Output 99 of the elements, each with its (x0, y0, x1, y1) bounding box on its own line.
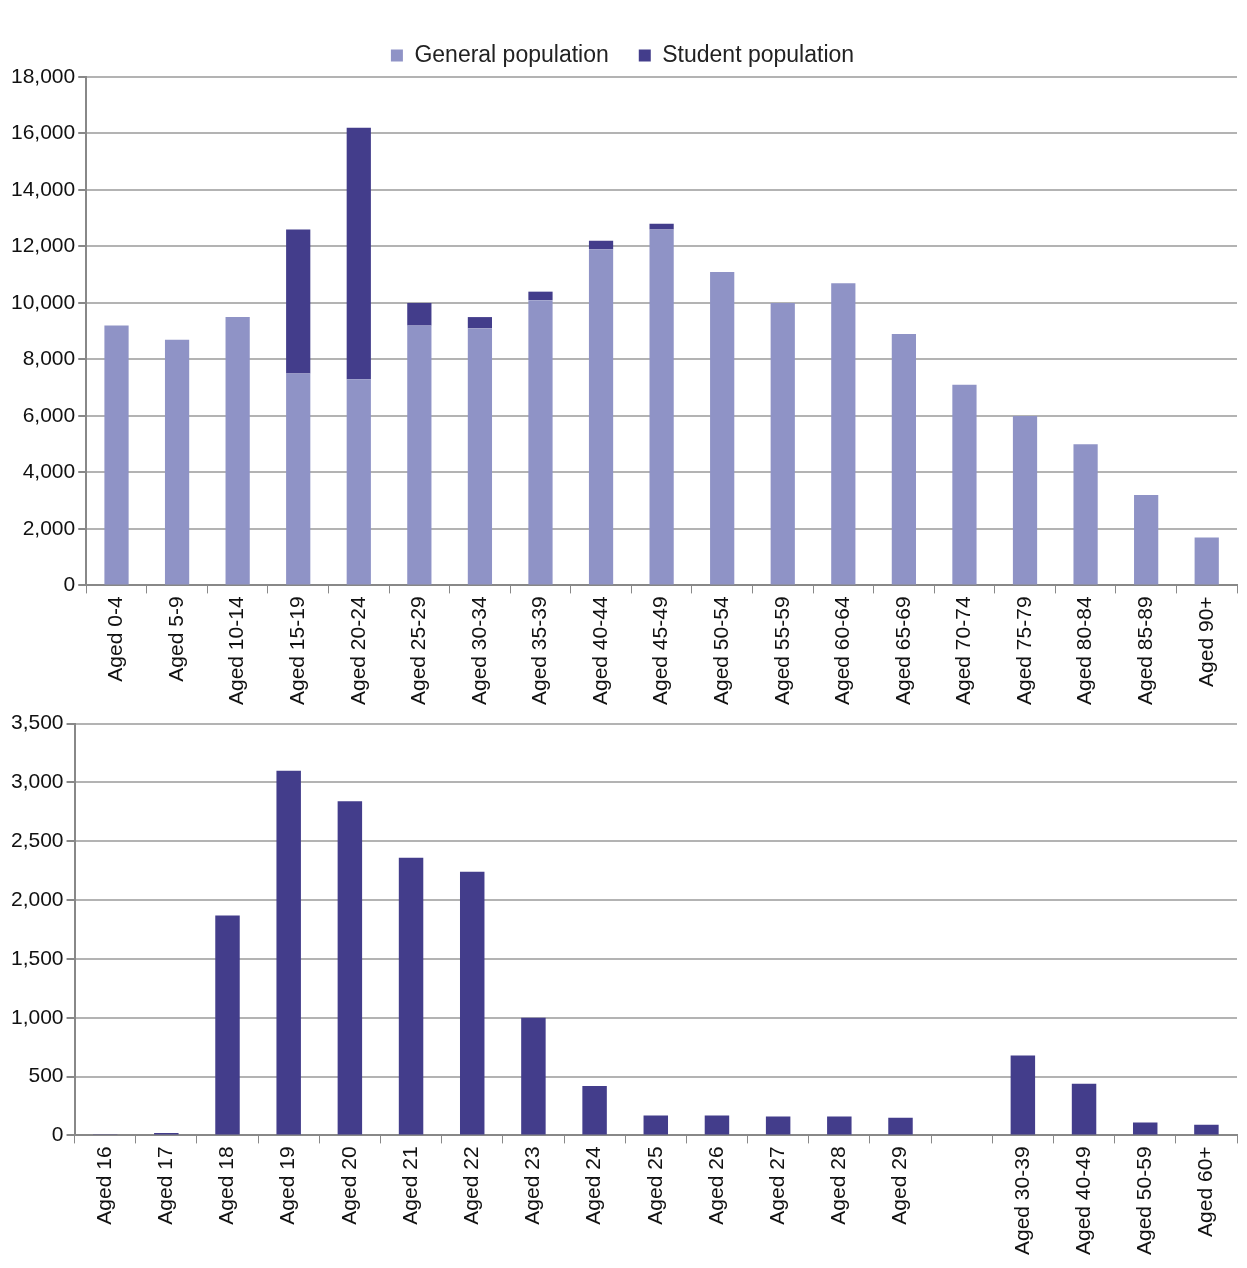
bar (588, 240, 614, 250)
bar (891, 334, 916, 585)
y-tick-label: 1,500 (10, 945, 64, 969)
x-tick-label: Aged 75-79 (1011, 596, 1035, 705)
x-tick-label: Aged 90+ (1193, 596, 1217, 687)
bar (582, 1085, 607, 1135)
bar (1194, 537, 1219, 585)
x-tick-label: Aged 24 (581, 1146, 605, 1225)
x-tick-label: Aged 40-49 (1070, 1146, 1094, 1255)
bar (1012, 415, 1038, 585)
y-tick-label: 2,000 (22, 515, 76, 539)
y-tick-label: 4,000 (22, 459, 76, 483)
x-tick-label: Aged 25 (642, 1146, 666, 1225)
y-tick-label: 3,500 (10, 710, 64, 734)
bar (649, 223, 674, 230)
x-tick-label: Aged 10-14 (224, 596, 248, 705)
x-tick-label: Aged 28 (826, 1146, 850, 1225)
y-tick-label: 0 (51, 1122, 64, 1146)
bar (1132, 1122, 1158, 1135)
x-tick-label: Aged 40-44 (587, 596, 611, 705)
x-tick-label: Aged 29 (887, 1146, 911, 1225)
bar (1073, 444, 1098, 585)
bar (1134, 495, 1159, 585)
bar (467, 328, 493, 585)
x-tick-label: Aged 25-29 (406, 596, 430, 705)
x-tick-label: Aged 23 (520, 1146, 544, 1225)
bar (831, 283, 856, 585)
bar (460, 871, 485, 1135)
y-tick-label: 0 (63, 572, 76, 596)
bar (215, 915, 240, 1135)
bar (286, 373, 311, 585)
bar (888, 1117, 913, 1135)
x-tick-label: Aged 18 (214, 1146, 238, 1225)
bar (346, 379, 371, 585)
x-tick-label: Aged 30-34 (466, 596, 490, 705)
bar (276, 770, 301, 1135)
bar (407, 325, 432, 585)
bar (528, 291, 553, 301)
bar (398, 857, 424, 1135)
bar (765, 1116, 791, 1135)
x-tick-label: Aged 26 (703, 1146, 727, 1225)
x-tick-label: Aged 5-9 (163, 596, 187, 682)
x-tick-label: Aged 70-74 (951, 596, 975, 705)
bar (1010, 1055, 1036, 1135)
x-tick-label: Aged 22 (459, 1146, 483, 1225)
x-tick-label: Aged 0-4 (103, 596, 127, 682)
bar (286, 229, 311, 374)
bar (770, 302, 795, 585)
x-tick-label: Aged 60+ (1193, 1146, 1217, 1237)
x-tick-label: Aged 35-39 (527, 596, 551, 705)
x-tick-label: Aged 27 (764, 1146, 788, 1225)
x-tick-label: Aged 50-54 (708, 596, 732, 705)
bar (407, 302, 432, 326)
x-tick-label: Aged 17 (153, 1146, 177, 1225)
bar (952, 384, 977, 585)
x-tick-label: Aged 21 (397, 1146, 421, 1225)
x-tick-label: Aged 19 (275, 1146, 299, 1225)
x-tick-label: Aged 30-39 (1009, 1146, 1033, 1255)
bar (710, 271, 735, 585)
legend-label: Student population (662, 40, 855, 67)
x-tick-label: Aged 85-89 (1132, 596, 1156, 705)
legend-label: General population (414, 40, 609, 67)
x-tick-label: Aged 65-69 (890, 596, 914, 705)
x-tick-label: Aged 15-19 (285, 596, 309, 705)
bar (649, 229, 674, 585)
bar (528, 300, 553, 585)
bar (521, 1017, 546, 1135)
bar (1071, 1083, 1097, 1135)
y-tick-label: 16,000 (11, 120, 76, 144)
y-tick-label: 6,000 (22, 402, 76, 426)
x-tick-label: Aged 45-49 (648, 596, 672, 705)
x-tick-label: Aged 16 (91, 1146, 115, 1225)
x-tick-label: Aged 55-59 (769, 596, 793, 705)
x-tick-label: Aged 60-64 (830, 596, 854, 705)
bar (643, 1115, 669, 1135)
x-tick-label: Aged 20-24 (345, 596, 369, 705)
bar (337, 801, 363, 1135)
x-tick-label: Aged 20 (336, 1146, 360, 1225)
y-tick-label: 500 (28, 1063, 64, 1087)
y-tick-label: 1,000 (10, 1004, 64, 1028)
y-tick-label: 2,000 (10, 886, 64, 910)
bar (225, 317, 250, 585)
y-tick-label: 8,000 (22, 346, 76, 370)
bar (467, 317, 493, 329)
bar (1194, 1124, 1219, 1135)
x-tick-label: Aged 50-59 (1132, 1146, 1156, 1255)
x-tick-label: Aged 80-84 (1072, 596, 1096, 705)
bar (346, 127, 371, 380)
bar (827, 1116, 852, 1135)
y-tick-label: 14,000 (11, 176, 76, 200)
y-tick-label: 18,000 (11, 63, 76, 87)
y-tick-label: 2,500 (10, 828, 64, 852)
bar (704, 1115, 730, 1135)
y-tick-label: 3,000 (10, 769, 64, 793)
bar (588, 249, 614, 585)
bar (164, 339, 190, 585)
bar (104, 325, 129, 585)
y-tick-label: 12,000 (11, 233, 76, 257)
y-tick-label: 10,000 (11, 289, 76, 313)
